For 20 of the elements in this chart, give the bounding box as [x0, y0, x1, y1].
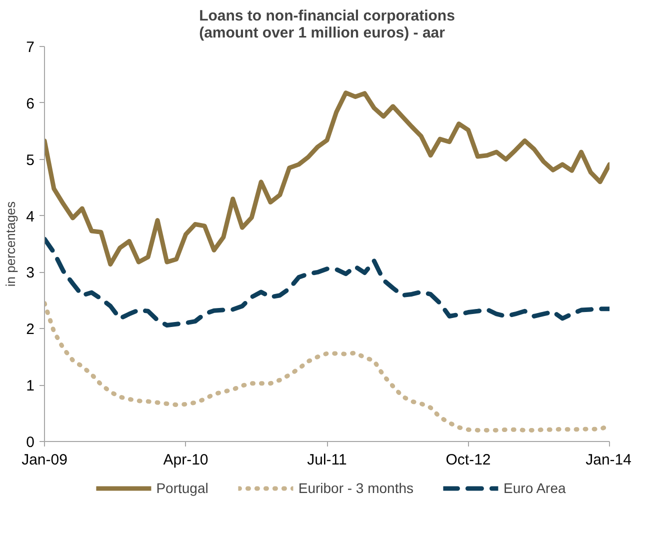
x-tick-label: Apr-10	[163, 452, 208, 468]
x-tick-label: Jan-14	[586, 452, 632, 468]
x-tick-label: Oct-12	[446, 452, 491, 468]
legend-label: Portugal	[156, 480, 208, 496]
legend-label: Euro Area	[504, 480, 566, 496]
y-tick-label: 0	[26, 434, 34, 451]
y-tick-label: 4	[26, 208, 34, 226]
y-tick-label: 7	[26, 39, 34, 56]
x-tick-label: Jan-09	[22, 452, 68, 468]
line-series	[44, 236, 610, 328]
y-tick-label: 5	[26, 152, 34, 169]
x-tick-label: Jul-11	[307, 452, 347, 468]
legend-label: Euribor - 3 months	[298, 480, 414, 496]
y-axis-title: in percentages	[3, 200, 18, 287]
y-tick-label: 1	[26, 378, 34, 395]
y-tick-label: 6	[26, 95, 34, 112]
line-series	[44, 90, 610, 267]
y-tick-label: 3	[26, 264, 34, 282]
y-tick-label: 2	[26, 321, 34, 338]
chart-title: Loans to non-financial corporations (amount over 1 million euros) - aar	[199, 8, 455, 42]
